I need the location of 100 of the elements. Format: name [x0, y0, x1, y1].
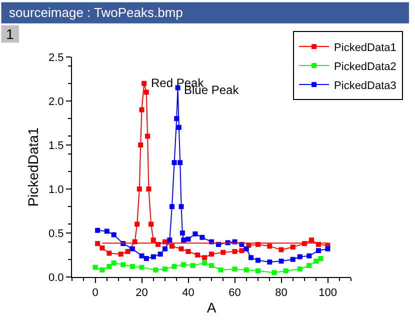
point: [209, 252, 214, 257]
point: [318, 256, 324, 262]
point: [95, 228, 100, 233]
text: 1: [6, 26, 14, 42]
point: [176, 124, 182, 130]
point: [148, 222, 154, 227]
point: [92, 264, 98, 270]
point: [172, 160, 177, 166]
point: [239, 248, 244, 254]
chart-title: sourceimage : TwoPeaks.bmp: [9, 5, 183, 20]
legend-label: PickedData3: [334, 80, 396, 92]
point: [232, 248, 238, 254]
point: [209, 263, 214, 268]
point: [139, 264, 144, 270]
point: [106, 250, 112, 256]
point: [180, 230, 185, 236]
point: [106, 264, 112, 269]
point: [202, 255, 208, 260]
point: [297, 266, 302, 272]
point: [178, 204, 184, 210]
point: [267, 260, 272, 265]
point: [144, 256, 149, 262]
point: [95, 241, 100, 246]
y-tick-label: 0.5: [48, 228, 64, 240]
point: [178, 246, 184, 252]
point: [290, 244, 296, 250]
point: [283, 268, 288, 274]
x-tick-label: 60: [228, 287, 241, 300]
point: [232, 266, 238, 272]
point: [256, 268, 260, 274]
point: [218, 267, 224, 272]
point: [306, 253, 312, 258]
y-tick-label: 0.0: [48, 272, 64, 284]
point: [278, 247, 284, 252]
point: [111, 260, 116, 266]
point: [244, 246, 249, 252]
point: [169, 244, 174, 249]
point: [272, 270, 277, 276]
point: [118, 252, 124, 257]
point: [104, 228, 110, 234]
point: [100, 267, 105, 272]
point: [150, 254, 156, 260]
point: [297, 254, 302, 260]
point: [167, 238, 172, 243]
point: [195, 252, 200, 258]
point: [172, 264, 177, 269]
point: [174, 116, 180, 122]
y-tick-label: 1.0: [48, 184, 64, 196]
point: [202, 260, 208, 266]
point: [181, 262, 186, 268]
point: [138, 142, 144, 148]
point: [136, 186, 142, 192]
point: [220, 250, 226, 255]
point: [306, 263, 312, 268]
point: [244, 267, 249, 272]
point: [278, 258, 284, 264]
point: [200, 234, 205, 240]
point: [139, 107, 144, 112]
x-tick-label: 0: [92, 287, 98, 300]
point: [153, 267, 158, 272]
point: [130, 246, 135, 252]
point: [158, 252, 163, 257]
x-tick-label: 40: [182, 287, 194, 300]
point: [181, 238, 186, 243]
point: [139, 253, 144, 258]
point: [130, 264, 135, 269]
y-tick-label: 2.5: [48, 52, 64, 64]
point: [186, 248, 191, 254]
x-tick-label: 20: [136, 287, 148, 300]
point: [162, 246, 168, 252]
point: [142, 80, 147, 86]
point: [144, 90, 149, 95]
point: [145, 134, 150, 139]
x-axis-title: A: [206, 300, 217, 316]
y-tick-label: 2.0: [48, 96, 64, 108]
x-tick-label: 100: [318, 287, 337, 300]
point: [316, 248, 321, 254]
y-axis-title: PickedData1: [25, 127, 42, 207]
point: [325, 246, 330, 252]
point: [125, 248, 130, 254]
point: [248, 255, 254, 260]
point: [111, 232, 116, 238]
point: [169, 204, 174, 210]
point: [256, 258, 260, 263]
point: [186, 236, 191, 242]
point: [120, 262, 126, 268]
point: [178, 160, 183, 166]
point: [134, 222, 140, 227]
point: [100, 245, 105, 250]
point: [162, 266, 168, 272]
point: [314, 258, 319, 264]
legend-label: PickedData1: [334, 42, 396, 54]
point: [308, 238, 314, 243]
point: [267, 244, 272, 249]
x-tick-label: 80: [275, 287, 288, 300]
legend-label: PickedData2: [334, 60, 396, 73]
point: [150, 238, 156, 243]
y-tick-label: 1.5: [48, 140, 64, 152]
point: [146, 186, 152, 192]
point: [190, 263, 196, 268]
